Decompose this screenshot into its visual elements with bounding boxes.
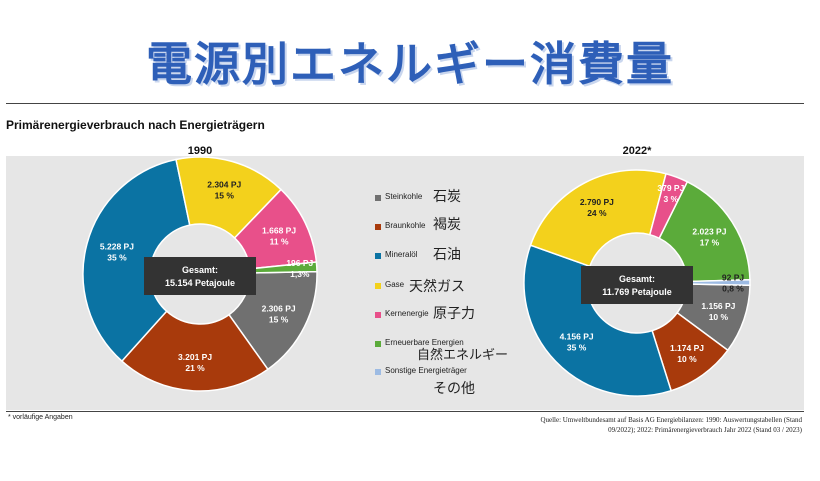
footnote: * vorläufige Angaben — [8, 414, 73, 421]
slice-percent-label: 35 % — [567, 342, 587, 352]
slice-percent-label: 1,3% — [290, 269, 310, 279]
slice-percent-label: 10 % — [677, 354, 697, 364]
source-note: Quelle: Umweltbundesamt auf Basis AG Ene… — [502, 415, 802, 435]
chart-subtitle: Primärenergieverbrauch nach Energieträge… — [6, 118, 265, 132]
legend-swatch — [375, 369, 381, 375]
slice-value-label: 92 PJ — [722, 273, 744, 283]
legend-label-de: Braunkohle — [385, 221, 426, 230]
total-label: Gesamt: — [619, 274, 655, 284]
legend-label-jp: 石油 — [433, 247, 461, 263]
legend-label-jp: 原子力 — [433, 306, 475, 322]
slice-value-label: 5.228 PJ — [100, 242, 134, 252]
legend-swatch — [375, 283, 381, 289]
total-value: 11.769 Petajoule — [602, 287, 672, 297]
slice-braunkohle — [120, 310, 269, 392]
slice-percent-label: 10 % — [709, 312, 729, 322]
slice-value-label: 2.790 PJ — [580, 197, 614, 207]
slice-percent-label: 35 % — [107, 253, 127, 263]
legend-label-de: Erneuerbare Energien — [385, 338, 464, 347]
legend-label-de: Mineralöl — [385, 250, 418, 259]
legend-label-de: Gase — [385, 280, 405, 289]
legend-label-de: Kernenergie — [385, 309, 429, 318]
footer-divider — [6, 411, 804, 412]
total-box — [144, 257, 256, 295]
legend-label-jp: 自然エネルギー — [417, 348, 509, 363]
legend-label-jp: その他 — [433, 381, 475, 397]
slice-value-label: 2.306 PJ — [262, 304, 296, 314]
legend-swatch — [375, 224, 381, 230]
legend-swatch — [375, 341, 381, 347]
legend-label-de: Steinkohle — [385, 192, 423, 201]
slice-percent-label: 11 % — [270, 236, 289, 246]
legend-label-de: Sonstige Energieträger — [385, 366, 467, 375]
chart-title: 1990 — [188, 145, 212, 157]
source-line-1: Quelle: Umweltbundesamt auf Basis AG Ene… — [540, 416, 802, 424]
total-value: 15.154 Petajoule — [165, 278, 235, 288]
slice-percent-label: 0,8 % — [722, 284, 744, 294]
legend-label-jp: 褐炭 — [433, 217, 461, 233]
slice-percent-label: 3 % — [664, 194, 679, 204]
page-title: 電源別エネルギー消費量 — [146, 37, 674, 91]
total-box — [581, 266, 693, 304]
slice-mineraloel — [523, 244, 673, 397]
legend-swatch — [375, 253, 381, 259]
slice-value-label: 1.156 PJ — [701, 301, 735, 311]
slice-percent-label: 24 % — [587, 208, 607, 218]
slice-value-label: 1.668 PJ — [262, 225, 296, 235]
legend-swatch — [375, 312, 381, 318]
legend-label-jp: 石炭 — [433, 189, 461, 205]
slice-percent-label: 17 % — [700, 238, 720, 248]
slice-percent-label: 15 % — [269, 315, 289, 325]
legend-label-jp: 天然ガス — [409, 279, 465, 295]
total-label: Gesamt: — [182, 265, 218, 275]
slice-percent-label: 21 % — [185, 363, 205, 373]
slice-value-label: 196 PJ — [286, 258, 313, 268]
slice-value-label: 3.201 PJ — [178, 352, 212, 362]
slice-value-label: 4.156 PJ — [560, 331, 594, 341]
slice-percent-label: 15 % — [215, 190, 235, 200]
slice-value-label: 2.304 PJ — [207, 179, 241, 189]
slice-value-label: 379 PJ — [657, 183, 684, 193]
chart-title: 2022* — [623, 145, 652, 157]
title-divider — [6, 103, 804, 104]
legend-swatch — [375, 195, 381, 201]
slice-value-label: 2.023 PJ — [692, 227, 726, 237]
slice-value-label: 1.174 PJ — [670, 343, 704, 353]
source-line-2: 09/2022); 2022: Primärenergieverbrauch J… — [608, 426, 802, 434]
slice-gase — [529, 169, 667, 268]
